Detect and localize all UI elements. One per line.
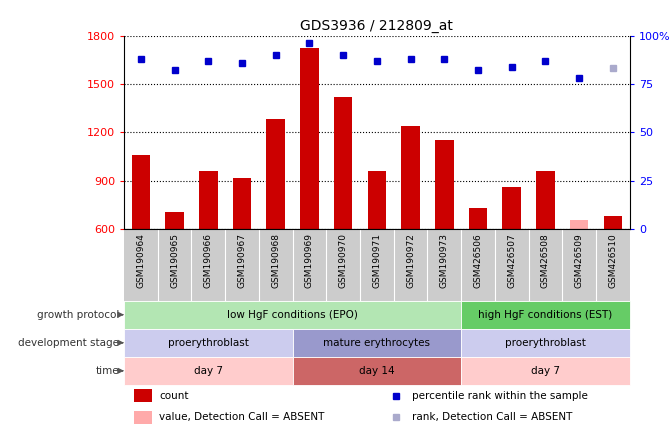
Bar — [165, 211, 184, 229]
Text: GSM190970: GSM190970 — [338, 233, 348, 288]
Bar — [469, 208, 487, 229]
Bar — [199, 171, 218, 229]
Text: GSM190973: GSM190973 — [440, 233, 449, 288]
Bar — [232, 178, 251, 229]
Bar — [461, 329, 630, 357]
Bar — [461, 357, 630, 385]
Text: GSM190966: GSM190966 — [204, 233, 213, 288]
Text: proerythroblast: proerythroblast — [168, 338, 249, 348]
Text: low HgF conditions (EPO): low HgF conditions (EPO) — [227, 309, 358, 320]
Text: GSM190967: GSM190967 — [237, 233, 247, 288]
Bar — [124, 329, 293, 357]
Text: growth protocol: growth protocol — [37, 309, 119, 320]
Text: percentile rank within the sample: percentile rank within the sample — [412, 391, 588, 401]
Text: day 7: day 7 — [194, 366, 222, 376]
Text: GSM426507: GSM426507 — [507, 233, 517, 288]
Text: GSM190972: GSM190972 — [406, 233, 415, 288]
Text: development stage: development stage — [18, 338, 119, 348]
Bar — [334, 97, 352, 229]
Bar — [124, 357, 293, 385]
Text: GSM190971: GSM190971 — [373, 233, 381, 288]
Bar — [502, 187, 521, 229]
Text: GSM190964: GSM190964 — [136, 233, 145, 288]
Bar — [124, 301, 461, 329]
Text: GSM426506: GSM426506 — [474, 233, 482, 288]
Bar — [134, 389, 152, 402]
Text: GSM190968: GSM190968 — [271, 233, 280, 288]
Text: mature erythrocytes: mature erythrocytes — [324, 338, 430, 348]
Bar — [293, 357, 461, 385]
Text: GSM190969: GSM190969 — [305, 233, 314, 288]
Text: rank, Detection Call = ABSENT: rank, Detection Call = ABSENT — [412, 412, 573, 422]
Text: GSM426509: GSM426509 — [575, 233, 584, 288]
Bar — [435, 140, 454, 229]
Text: value, Detection Call = ABSENT: value, Detection Call = ABSENT — [159, 412, 325, 422]
Text: time: time — [95, 366, 119, 376]
Bar — [293, 329, 461, 357]
Bar — [604, 216, 622, 229]
Text: GSM426510: GSM426510 — [608, 233, 618, 288]
Bar — [267, 119, 285, 229]
Text: day 7: day 7 — [531, 366, 560, 376]
Text: high HgF conditions (EST): high HgF conditions (EST) — [478, 309, 612, 320]
Text: count: count — [159, 391, 189, 401]
Bar — [134, 411, 152, 424]
Bar — [131, 155, 150, 229]
Bar — [536, 171, 555, 229]
Text: GSM190965: GSM190965 — [170, 233, 179, 288]
Bar — [461, 301, 630, 329]
Text: proerythroblast: proerythroblast — [505, 338, 586, 348]
Text: GSM426508: GSM426508 — [541, 233, 550, 288]
Bar — [368, 171, 386, 229]
Bar — [300, 48, 319, 229]
Title: GDS3936 / 212809_at: GDS3936 / 212809_at — [300, 19, 454, 33]
Bar — [401, 126, 420, 229]
Text: day 14: day 14 — [359, 366, 395, 376]
Bar — [570, 220, 588, 229]
